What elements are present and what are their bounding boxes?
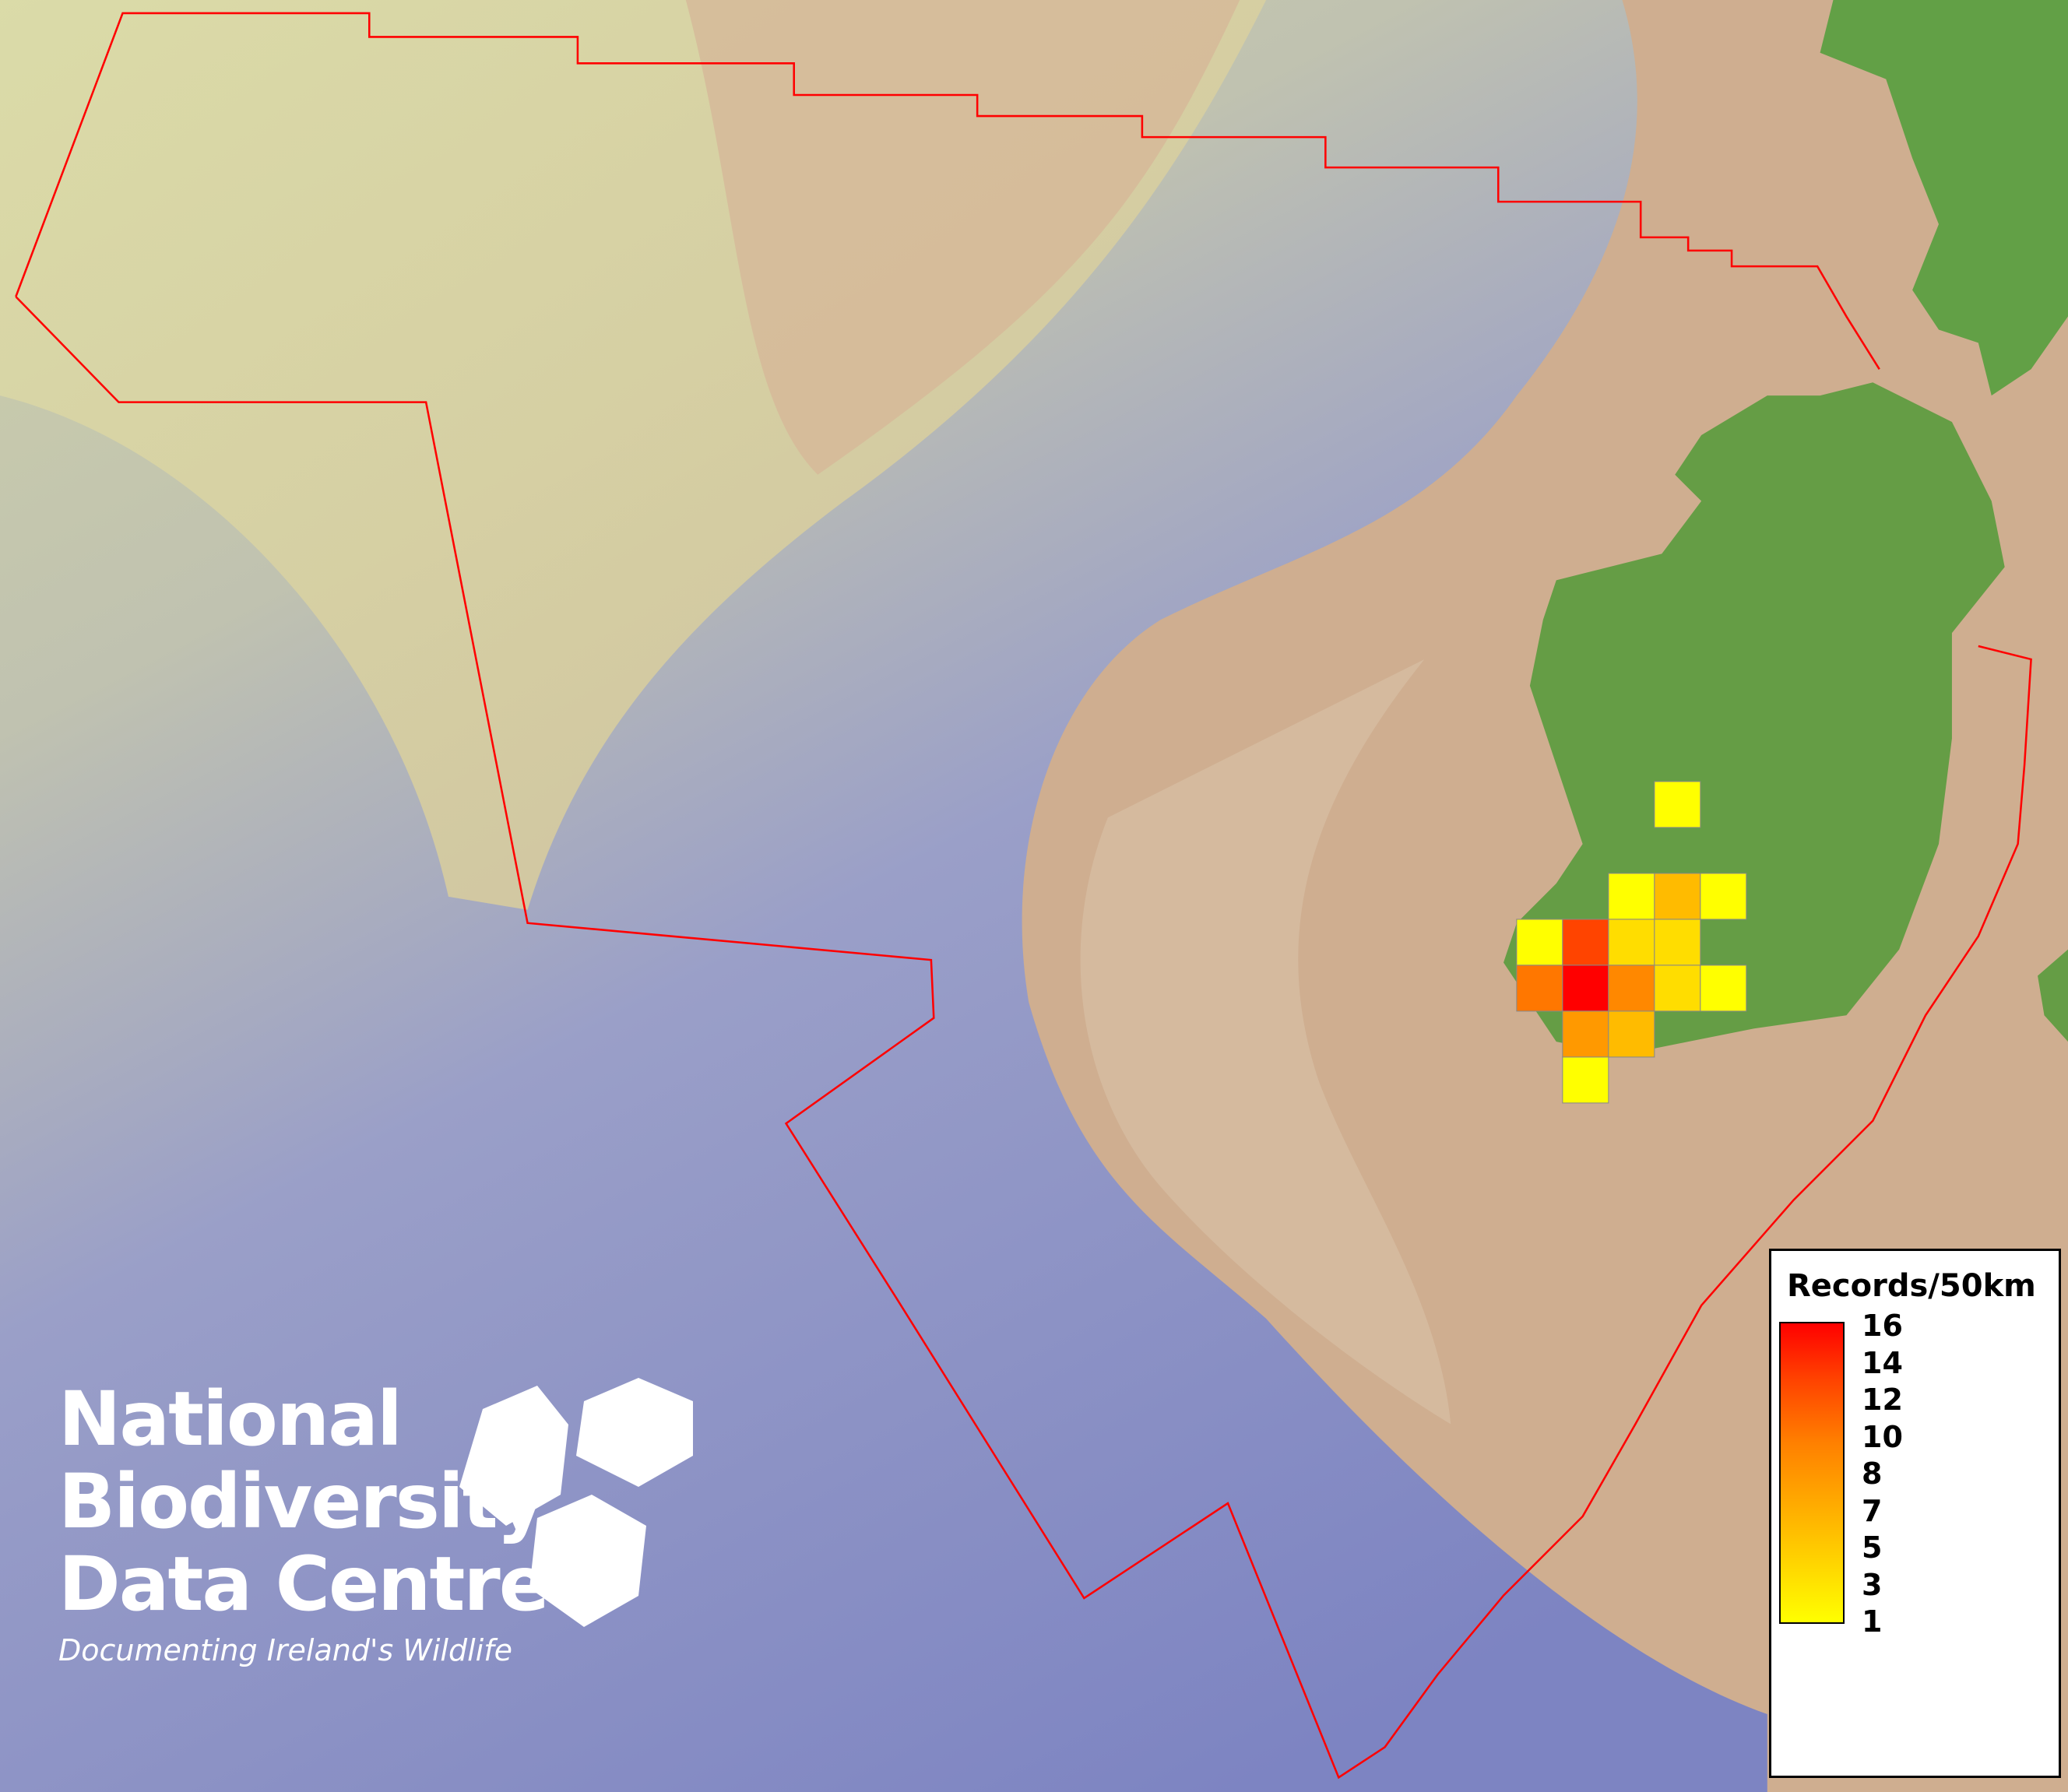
legend-tick: 12 [1862, 1383, 1903, 1417]
grid-cell [1608, 919, 1655, 966]
boundary-line-north [15, 12, 1880, 370]
legend: Records/50km 16 14 12 10 8 7 5 3 1 [1769, 1249, 2061, 1778]
legend-color-ramp [1779, 1322, 1845, 1624]
legend-tick: 7 [1862, 1493, 1883, 1528]
grid-cell [1562, 965, 1609, 1012]
grid-cell [1516, 919, 1563, 966]
legend-tick: 5 [1862, 1530, 1883, 1565]
grid-cell [1654, 873, 1701, 920]
scotland-land [1820, 0, 2068, 396]
grid-cell [1700, 873, 1747, 920]
legend-tick: 10 [1862, 1419, 1903, 1454]
legend-tick: 1 [1862, 1604, 1883, 1639]
butterfly-icon [576, 1378, 693, 1487]
grid-cell [1608, 1010, 1655, 1058]
grid-cell [1562, 1010, 1609, 1058]
logo-tagline: Documenting Ireland's Wildlife [58, 1633, 512, 1667]
legend-tick: 14 [1862, 1345, 1903, 1380]
boundary-line-south [15, 296, 2032, 1780]
grid-cell [1700, 965, 1747, 1012]
porcupine-bank [685, 0, 1240, 475]
legend-tick: 8 [1862, 1456, 1883, 1491]
wales-land [2038, 949, 2068, 1042]
logo-line-3: Data Centre [58, 1541, 550, 1628]
seahorse-icon [529, 1495, 646, 1627]
legend-title: Records/50km [1787, 1268, 2036, 1304]
shelf-slope [1080, 659, 1451, 1425]
grid-cell [1654, 965, 1701, 1012]
grid-cell [1516, 965, 1563, 1012]
grid-cell [1608, 873, 1655, 920]
grid-cell [1562, 919, 1609, 966]
grid-cell [1608, 965, 1655, 1012]
grid-cell [1654, 919, 1701, 966]
logo-hexagon-icons [459, 1378, 693, 1627]
grid-cell [1562, 1056, 1609, 1104]
legend-tick: 3 [1862, 1567, 1883, 1602]
legend-tick: 16 [1862, 1309, 1903, 1343]
grid-cell [1654, 781, 1701, 828]
logo-line-1: National [58, 1376, 403, 1463]
tree-icon [459, 1386, 568, 1526]
record-grid [1516, 781, 1747, 1104]
